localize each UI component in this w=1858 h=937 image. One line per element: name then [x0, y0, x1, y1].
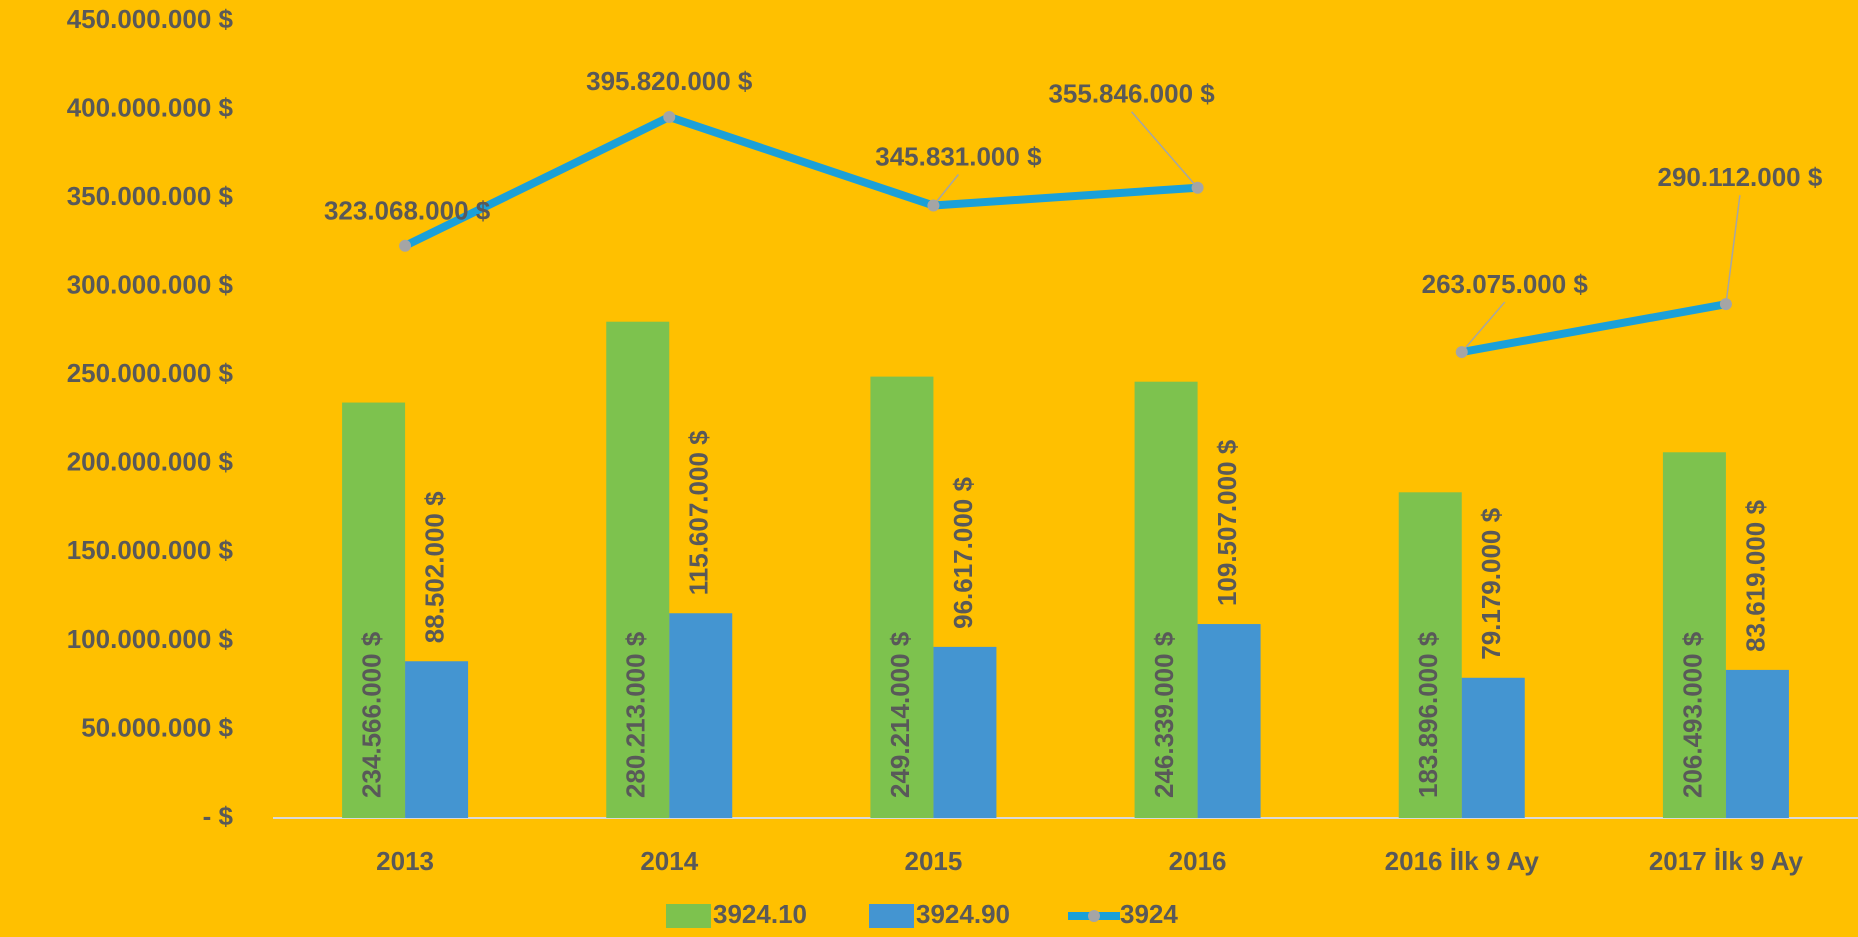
data-label: 280.213.000 $ — [621, 631, 651, 798]
y-tick-label: 300.000.000 $ — [67, 270, 234, 300]
bar — [933, 646, 997, 818]
x-tick-label: 2016 İlk 9 Ay — [1385, 846, 1540, 876]
bar — [342, 402, 406, 818]
x-tick-label: 2014 — [640, 846, 698, 876]
y-tick-label: 100.000.000 $ — [67, 624, 234, 654]
data-label: 88.502.000 $ — [419, 491, 449, 643]
bar — [870, 376, 934, 818]
data-label: 234.566.000 $ — [356, 631, 386, 798]
data-label: 290.112.000 $ — [1657, 162, 1822, 192]
bar — [1134, 381, 1198, 818]
y-tick-label: 350.000.000 $ — [67, 181, 234, 211]
y-tick-label: 450.000.000 $ — [67, 4, 234, 34]
legend-label: 3924.10 — [713, 899, 807, 929]
bar — [1725, 669, 1789, 818]
data-label: 345.831.000 $ — [875, 141, 1042, 171]
bar — [405, 661, 469, 818]
data-label: 249.214.000 $ — [885, 631, 915, 798]
x-tick-label: 2016 — [1169, 846, 1227, 876]
bar — [606, 321, 670, 818]
data-label: 83.619.000 $ — [1740, 500, 1770, 652]
leader-line — [1725, 195, 1741, 305]
legend-label: 3924.90 — [916, 899, 1010, 929]
line-marker — [399, 239, 412, 252]
data-label: 206.493.000 $ — [1677, 631, 1707, 798]
data-label: 115.607.000 $ — [684, 430, 714, 595]
line — [1461, 300, 1727, 357]
legend-marker — [1088, 910, 1100, 922]
data-label: 263.075.000 $ — [1422, 269, 1589, 299]
data-label: 96.617.000 $ — [948, 477, 978, 629]
line-marker — [663, 110, 676, 123]
x-tick-label: 2013 — [376, 846, 434, 876]
line — [403, 112, 1198, 250]
data-label: 246.339.000 $ — [1149, 631, 1179, 798]
legend-label: 3924 — [1120, 899, 1178, 929]
bar — [1197, 624, 1261, 818]
data-label: 323.068.000 $ — [324, 196, 491, 226]
bar — [1662, 452, 1726, 818]
y-tick-label: 200.000.000 $ — [67, 447, 234, 477]
data-label: 109.507.000 $ — [1212, 439, 1242, 606]
data-label: 183.896.000 $ — [1413, 631, 1443, 798]
y-tick-label: 250.000.000 $ — [67, 358, 234, 388]
x-tick-label: 2015 — [904, 846, 962, 876]
y-tick-label: 400.000.000 $ — [67, 92, 234, 122]
data-label: 79.179.000 $ — [1476, 507, 1506, 659]
y-tick-label: 150.000.000 $ — [67, 535, 234, 565]
y-tick-label: 50.000.000 $ — [81, 712, 233, 742]
legend-swatch — [666, 904, 711, 928]
bar — [669, 613, 733, 818]
leader-line — [1131, 111, 1199, 189]
data-label: 355.846.000 $ — [1048, 79, 1215, 109]
leader-line — [1461, 301, 1506, 353]
leader-line — [932, 174, 960, 206]
data-label: 395.820.000 $ — [586, 66, 753, 96]
y-tick-label: - $ — [203, 801, 234, 831]
legend-swatch — [869, 904, 914, 928]
bar — [1461, 677, 1525, 818]
bar — [1398, 492, 1462, 818]
x-tick-label: 2017 İlk 9 Ay — [1649, 846, 1804, 876]
